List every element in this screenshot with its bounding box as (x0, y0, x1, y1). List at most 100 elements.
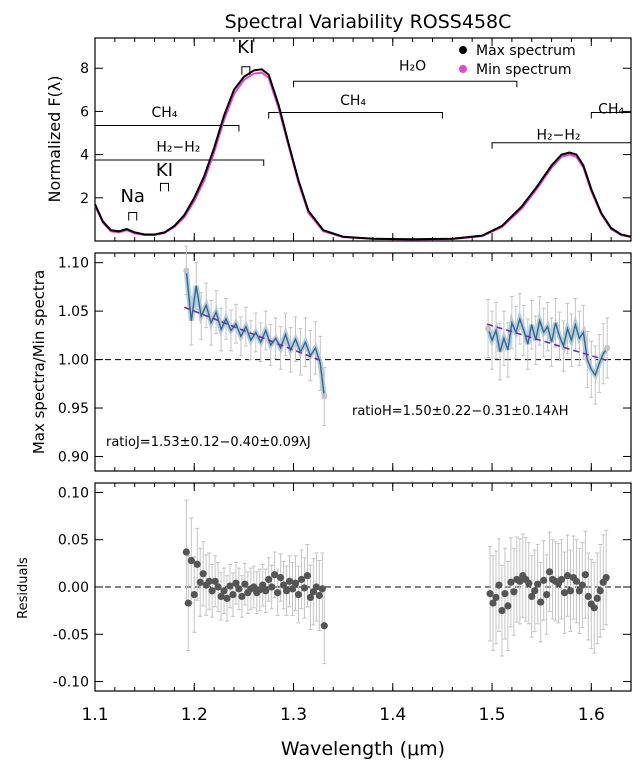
feature-bracket (241, 66, 251, 75)
feature-band-line (94, 124, 240, 132)
ratio-panel: Max spectra/Min spectra 0.90 0.95 1.00 1.05… (30, 245, 632, 472)
residual-point (217, 592, 225, 601)
residual-point (306, 593, 314, 602)
chart-title: Spectral Variability ROSS458C (225, 11, 512, 33)
ratio-endpoint (485, 325, 492, 332)
feature-label: Na (120, 186, 145, 207)
residual-point (303, 572, 312, 580)
ratio-panel-y-ticks: 0.90 0.95 1.00 1.05 1.10 (58, 256, 631, 465)
ratio-endpoint (321, 393, 328, 400)
residual-point (193, 560, 201, 568)
residuals-panel-ylabel: Residuals (16, 557, 31, 619)
residual-point (262, 587, 270, 595)
feature-band-line (590, 112, 632, 119)
y-tick-label: 1.10 (58, 256, 89, 272)
feature-label: H₂−H₂ (537, 128, 581, 144)
residual-point (584, 592, 592, 601)
ratio-j-fit-label: ratioJ=1.53±0.12−0.40±0.09λJ (106, 435, 311, 450)
residual-point (268, 583, 276, 591)
residual-point (232, 579, 240, 587)
residual-point (271, 571, 279, 579)
residual-point (566, 587, 575, 595)
residual-point (546, 568, 554, 576)
residual-point (501, 590, 509, 598)
residual-point (572, 577, 581, 585)
feature-band-line (293, 80, 518, 88)
x-tick-label: 1.3 (280, 705, 307, 725)
y-tick-label: 8 (80, 61, 89, 77)
residual-point (578, 581, 586, 589)
y-tick-label: 1.00 (58, 353, 89, 369)
ratio-j-fit-line (184, 306, 324, 363)
spectrum-feature-annotations: KI H₂O CH₄ CH₄ CH₄ H₂−H₂ H₂−H₂ KI Na (94, 37, 632, 221)
residual-point (274, 589, 282, 597)
residual-point (238, 592, 246, 601)
residual-point (187, 556, 195, 565)
y-tick-label: 0.90 (58, 449, 89, 465)
residual-point (537, 598, 545, 606)
residual-point (235, 585, 243, 593)
residual-point (492, 593, 500, 602)
residual-point (528, 592, 536, 601)
feature-label: CH₄ (340, 93, 366, 109)
feature-label: KI (156, 160, 173, 181)
ratio-panel-ylabel: Max spectra/Min spectra (30, 270, 48, 454)
residual-point (596, 587, 604, 595)
residual-point (540, 576, 548, 584)
y-tick-label: 1.05 (58, 304, 89, 320)
x-axis-label: Wavelength (μm) (281, 738, 445, 760)
x-tick-label: 1.2 (181, 705, 208, 725)
y-tick-label: -0.05 (53, 627, 89, 643)
residual-point (184, 599, 192, 607)
residual-point (531, 587, 539, 595)
y-tick-label: 0.10 (58, 485, 89, 501)
residual-point (498, 607, 506, 615)
residual-point (593, 594, 601, 602)
residual-point (560, 589, 569, 597)
legend-label-max: Max spectrum (476, 43, 576, 59)
y-tick-label: 0.95 (58, 401, 89, 417)
spectrum-panel-x-ticks (94, 38, 632, 241)
residual-point (486, 590, 494, 598)
residual-point (277, 573, 285, 582)
max-spectrum-line (94, 68, 632, 241)
feature-label: CH₄ (598, 102, 624, 118)
ratio-j-line (185, 270, 325, 397)
y-tick-label: 0.00 (58, 580, 89, 596)
legend-marker-max (459, 46, 467, 54)
residuals-panel: Residuals -0.10-0.050.000.050.10 1.1 1.2 1… (16, 482, 632, 760)
residual-point (220, 587, 228, 595)
feature-bracket (128, 211, 138, 221)
residuals-panel-x-ticks: 1.1 1.2 1.3 1.4 1.5 1.6 (81, 483, 632, 725)
spectrum-panel-frame (94, 37, 632, 242)
residual-point (291, 579, 300, 587)
x-tick-label: 1.6 (578, 705, 605, 725)
spectrum-panel: Normalized F(λ) 2 4 6 8 KI H₂O CH₄ CH₄ CH₄ H₂−H₂… (45, 37, 632, 242)
y-tick-label: 2 (80, 191, 89, 207)
ratio-series (95, 245, 631, 426)
residual-point (297, 575, 306, 584)
residual-point (581, 571, 589, 579)
feature-band-line (268, 112, 443, 119)
residual-point (211, 577, 219, 585)
residual-point (510, 588, 518, 596)
residual-point (294, 590, 303, 599)
residual-point (504, 602, 512, 610)
y-tick-label: 6 (80, 104, 89, 120)
residual-point (214, 583, 222, 591)
x-tick-label: 1.4 (379, 705, 406, 725)
ratio-h-fit-label: ratioH=1.50±0.22−0.31±0.14λH (352, 404, 569, 419)
residual-point (489, 599, 497, 607)
ratio-endpoint (604, 344, 611, 351)
y-tick-label: 0.05 (58, 533, 89, 549)
residual-point (250, 583, 258, 591)
residual-point (265, 575, 273, 584)
residual-point (285, 577, 294, 585)
ratio-panel-frame (94, 252, 632, 472)
residual-point (563, 572, 572, 580)
residual-point (208, 587, 216, 595)
spectrum-panel-ylabel: Normalized F(λ) (45, 76, 64, 203)
residual-point (534, 580, 542, 588)
residual-point (190, 590, 198, 599)
